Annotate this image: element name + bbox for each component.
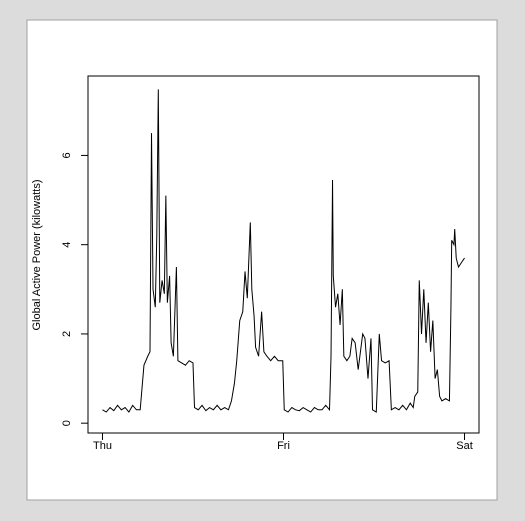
- x-tick-label: Fri: [277, 440, 290, 452]
- y-tick-label: 4: [61, 242, 73, 248]
- x-tick-label: Thu: [93, 440, 112, 452]
- y-axis-label: Global Active Power (kilowatts): [31, 180, 43, 331]
- y-tick-label: 0: [61, 420, 73, 426]
- line: [102, 89, 465, 413]
- y-tick-label: 6: [61, 152, 73, 158]
- x-tick-label: Sat: [456, 440, 473, 452]
- y-tick-label: 2: [61, 331, 73, 337]
- panel: [26, 19, 498, 501]
